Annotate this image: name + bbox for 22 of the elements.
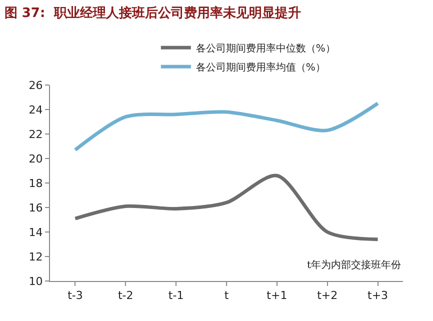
line-series: [73, 174, 380, 242]
x-tick-label: t-1: [168, 289, 184, 302]
y-tick-label: 26: [28, 78, 43, 92]
x-tick-label: t-3: [68, 289, 83, 302]
chart-title: 图 37: 职业经理人接班后公司费用率未见明显提升: [4, 5, 302, 22]
legend-label: 各公司期间费用率均值（%）: [196, 61, 326, 74]
x-tick-label: t+3: [368, 289, 388, 302]
y-tick-label: 24: [28, 103, 43, 116]
y-tick-label: 16: [28, 201, 43, 214]
y-tick-label: 12: [28, 250, 43, 264]
y-tick-label: 22: [28, 128, 43, 141]
x-tick-label: t+2: [317, 289, 338, 302]
x-tick-label: t: [224, 289, 230, 302]
y-tick-label: 14: [28, 226, 43, 239]
y-tick-label: 18: [28, 176, 43, 190]
y-tick-label: 10: [28, 274, 43, 288]
x-tick-label: t-2: [118, 289, 134, 302]
line-series: [73, 102, 380, 152]
y-tick-label: 20: [28, 152, 43, 166]
x-tick-label: t+1: [266, 289, 288, 302]
legend-label: 各公司期间费用率中位数（%）: [196, 42, 336, 54]
annotation: t年为内部交接班年份: [307, 259, 402, 271]
